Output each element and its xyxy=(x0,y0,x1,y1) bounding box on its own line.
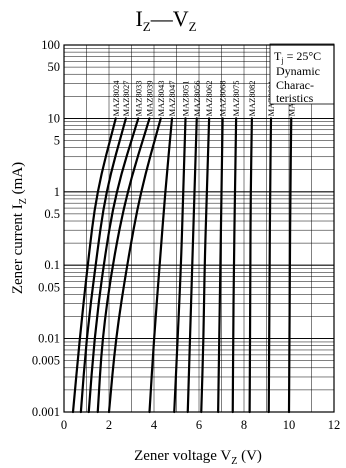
y-tick-label: 0.005 xyxy=(32,354,60,368)
legend-line-2: Dynamic xyxy=(276,64,320,78)
legend-line-3: Charac- xyxy=(276,78,314,92)
y-tick-label: 0.001 xyxy=(32,405,60,419)
curve-label: MAZ8027 xyxy=(121,81,131,117)
curve-MAZ8024 xyxy=(71,117,117,414)
curves xyxy=(71,117,293,414)
y-tick-label: 100 xyxy=(41,38,60,52)
curve-MAZ8039 xyxy=(96,117,151,414)
y-tick-label: 0.05 xyxy=(38,280,60,294)
curve-MAZ8043 xyxy=(107,117,162,414)
curve-MAZ8027 xyxy=(79,117,127,414)
y-tick-label: 10 xyxy=(48,111,61,125)
x-tick-label: 4 xyxy=(151,418,158,432)
plot-frame xyxy=(63,44,335,413)
curve-MAZ8033 xyxy=(87,117,140,414)
x-tick-label: 10 xyxy=(283,418,296,432)
curve-label: MAZ8043 xyxy=(156,81,166,117)
curve-MAZ8075 xyxy=(231,117,238,414)
curve-MAZ8051 xyxy=(173,117,187,414)
x-tick-label: 2 xyxy=(106,418,112,432)
curve-MAZ8062 xyxy=(200,117,211,414)
curve-label: MAZ8033 xyxy=(133,81,143,117)
curve-label: MAZ8062 xyxy=(204,81,214,117)
x-tick-label: 6 xyxy=(196,418,202,432)
curve-MAZ8091 xyxy=(267,117,273,414)
curve-label: MAZ8056 xyxy=(192,81,202,117)
curve-label: MAZ8051 xyxy=(181,81,191,117)
curve-labels: MAZ8024 MAZ8027 MAZ8033 MAZ8039 MAZ8043 MAZ80… xyxy=(111,80,297,117)
curve-MAZ8082 xyxy=(248,117,253,414)
y-tick-label: 5 xyxy=(54,133,60,147)
chart-title: IZ—VZ xyxy=(135,6,196,34)
y-tick-label: 0.1 xyxy=(44,258,60,272)
curve-label: MAZ8082 xyxy=(247,81,257,117)
tick-labels: 0 2 4 6 8 10 12 100 50 10 5 1 0.5 0.1 0.05 0.01 0.005 0.0… xyxy=(32,38,340,432)
curve-MAZ8047 xyxy=(148,117,174,414)
curve-label: MAZ8039 xyxy=(145,81,155,117)
legend-temperature: Tj = 25°C xyxy=(274,49,321,65)
curve-MAZ8100 xyxy=(287,117,293,414)
x-tick-label: 12 xyxy=(328,418,341,432)
curve-label: MAZ8068 xyxy=(218,81,228,117)
curve-MAZ8068 xyxy=(217,117,224,414)
curve-label: MAZ8024 xyxy=(111,80,121,117)
x-axis-label: Zener voltage VZ (V) xyxy=(134,448,262,467)
legend-box xyxy=(269,43,335,105)
y-tick-label: 1 xyxy=(54,185,60,199)
curve-label: MAZ8075 xyxy=(231,81,241,117)
legend-line-4: teristics xyxy=(276,91,314,105)
curve-label: MAZ8047 xyxy=(167,81,177,117)
y-tick-label: 0.5 xyxy=(44,207,60,221)
y-tick-label: 50 xyxy=(48,60,61,74)
x-tick-label: 0 xyxy=(61,418,67,432)
y-axis-label: Zener current IZ (mA) xyxy=(10,162,29,294)
y-tick-label: 0.01 xyxy=(38,332,60,346)
curve-MAZ8056 xyxy=(186,117,198,414)
x-tick-label: 8 xyxy=(241,418,247,432)
